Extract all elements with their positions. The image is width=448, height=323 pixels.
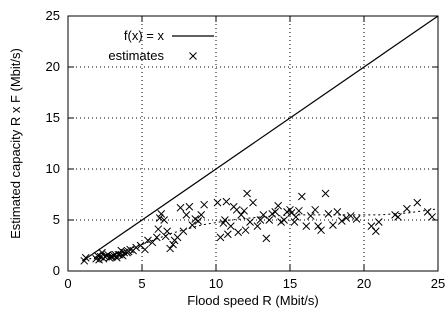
- x-tick-label: 20: [357, 276, 371, 291]
- data-point: [306, 212, 315, 220]
- data-point: [152, 233, 161, 242]
- data-point: [246, 218, 254, 226]
- data-point: [352, 215, 361, 223]
- y-tick-label: 0: [53, 263, 60, 278]
- data-point: [321, 189, 330, 198]
- data-point: [194, 217, 203, 225]
- data-point: [179, 227, 188, 236]
- data-point: [223, 230, 232, 239]
- data-point: [253, 222, 262, 230]
- data-point: [337, 217, 346, 225]
- x-tick-label: 15: [283, 276, 297, 291]
- data-point: [81, 253, 90, 262]
- legend-label: f(x) = x: [124, 28, 165, 43]
- x-axis-title: Flood speed R (Mbit/s): [187, 293, 319, 308]
- x-tick-label: 5: [138, 276, 145, 291]
- data-point: [166, 244, 174, 253]
- data-point: [98, 248, 106, 257]
- data-point: [280, 216, 288, 224]
- legend: f(x) = x estimates: [108, 28, 214, 63]
- data-point: [155, 214, 164, 222]
- data-point: [188, 221, 197, 229]
- series-lines: [82, 15, 439, 262]
- data-point: [259, 211, 268, 219]
- trend-line: [84, 208, 439, 261]
- data-point: [256, 216, 265, 224]
- y-axis-title: Estimated capacity R x F (Mbit/s): [8, 48, 23, 239]
- data-point: [234, 228, 243, 237]
- data-point: [163, 227, 172, 236]
- data-point: [413, 198, 422, 207]
- data-point: [185, 202, 194, 211]
- data-point: [240, 206, 248, 215]
- data-point: [144, 236, 152, 245]
- data-point: [292, 213, 300, 221]
- axis-ticks: 0 5 10 15 20 25 0 5 10 15 20 25: [46, 8, 446, 291]
- data-point: [173, 233, 182, 242]
- plot-frame: [67, 15, 439, 272]
- data-point: [274, 201, 283, 210]
- y-tick-label: 5: [53, 212, 60, 227]
- data-point: [141, 245, 149, 254]
- data-point: [403, 204, 411, 213]
- data-point: [271, 207, 280, 216]
- data-point: [394, 213, 402, 221]
- data-point: [197, 211, 206, 219]
- data-point: [216, 233, 225, 242]
- data-point: [297, 192, 306, 201]
- data-point: [314, 222, 322, 230]
- data-point: [160, 216, 169, 224]
- data-point: [265, 216, 274, 224]
- data-point: [114, 250, 123, 259]
- data-point: [154, 225, 163, 234]
- data-point: [290, 218, 299, 226]
- data-point: [428, 213, 436, 221]
- data-point: [226, 222, 235, 230]
- y-tick-label: 20: [46, 59, 60, 74]
- legend-marker-sample: [189, 52, 197, 60]
- data-point: [295, 206, 303, 215]
- data-point: [317, 226, 325, 235]
- data-point: [169, 240, 177, 249]
- data-point: [176, 203, 185, 212]
- data-point: [182, 211, 191, 219]
- x-tick-label: 25: [431, 276, 445, 291]
- legend-label: estimates: [108, 48, 164, 63]
- data-point: [213, 198, 222, 207]
- data-points: [80, 189, 436, 265]
- y-tick-label: 25: [46, 8, 60, 23]
- data-point: [241, 226, 250, 235]
- data-point: [371, 227, 380, 236]
- y-tick-label: 10: [46, 161, 60, 176]
- data-point: [311, 205, 320, 214]
- identity-line: [82, 15, 439, 262]
- data-point: [374, 218, 383, 226]
- data-point: [222, 197, 231, 206]
- data-point: [157, 210, 166, 218]
- data-point: [161, 232, 170, 241]
- data-point: [237, 211, 246, 219]
- data-point: [249, 198, 257, 207]
- y-tick-label: 15: [46, 110, 60, 125]
- data-point: [262, 234, 271, 243]
- data-point: [132, 243, 140, 252]
- data-point: [302, 222, 311, 230]
- data-point: [342, 214, 351, 222]
- data-point: [346, 212, 355, 220]
- data-point: [200, 200, 209, 209]
- data-point: [243, 189, 251, 198]
- x-tick-label: 0: [64, 276, 71, 291]
- data-point: [120, 248, 129, 257]
- data-point: [324, 210, 333, 218]
- data-point: [221, 216, 229, 224]
- x-tick-label: 10: [209, 276, 223, 291]
- data-point: [333, 207, 342, 216]
- data-point: [329, 221, 337, 229]
